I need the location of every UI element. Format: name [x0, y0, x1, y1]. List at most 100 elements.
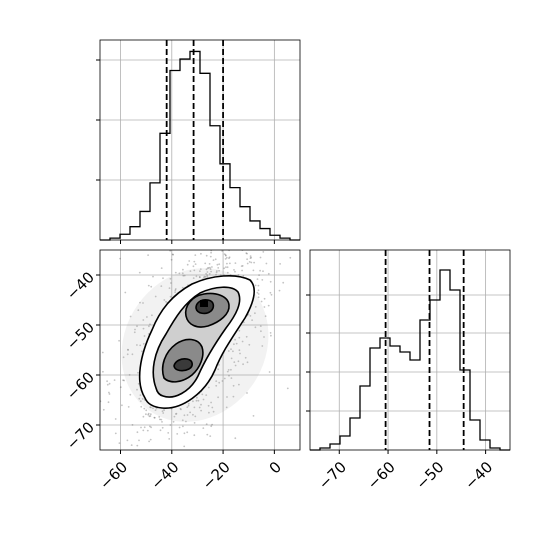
- scatter-point: [189, 411, 192, 414]
- scatter-point: [149, 413, 152, 416]
- scatter-point: [182, 246, 184, 248]
- scatter-point: [151, 314, 153, 317]
- scatter-point: [224, 258, 227, 260]
- scatter-point: [258, 241, 260, 243]
- scatter-point: [141, 398, 144, 400]
- scatter-point: [183, 432, 186, 435]
- scatter-point: [214, 243, 216, 245]
- top-hist-steps: [100, 50, 300, 241]
- scatter-point: [234, 270, 236, 273]
- scatter-point: [149, 406, 152, 408]
- scatter-point: [58, 379, 60, 381]
- scatter-point: [241, 340, 244, 343]
- scatter-point: [249, 315, 252, 317]
- scatter-point: [270, 293, 273, 296]
- scatter-point: [192, 413, 194, 416]
- scatter-point: [215, 380, 218, 382]
- scatter-point: [133, 331, 136, 334]
- scatter-point: [143, 426, 146, 429]
- scatter-point: [206, 271, 209, 273]
- x-tick-label: −20: [199, 458, 234, 493]
- scatter-point: [142, 415, 145, 418]
- mode-marker: [200, 300, 208, 307]
- scatter-point: [149, 323, 151, 326]
- scatter-point: [217, 241, 219, 243]
- scatter-point: [114, 432, 117, 435]
- scatter-point: [181, 419, 184, 422]
- scatter-point: [148, 415, 151, 418]
- scatter-point: [233, 361, 236, 363]
- right-hist-background: [310, 250, 510, 450]
- scatter-point: [257, 284, 260, 287]
- scatter-point: [225, 256, 228, 259]
- scatter-point: [256, 291, 259, 294]
- scatter-point: [218, 241, 220, 243]
- scatter-point: [107, 401, 110, 404]
- scatter-point: [267, 304, 270, 307]
- scatter-point: [241, 269, 244, 272]
- scatter-point: [182, 268, 184, 271]
- scatter-point: [253, 261, 256, 264]
- scatter-point: [229, 262, 231, 265]
- scatter-point: [261, 246, 263, 248]
- scatter-point: [106, 380, 108, 383]
- scatter-point: [246, 392, 248, 394]
- scatter-point: [247, 242, 249, 244]
- scatter-point: [207, 248, 209, 250]
- scatter-point: [143, 407, 146, 410]
- scatter-point: [160, 285, 163, 287]
- scatter-point: [209, 266, 211, 269]
- scatter-point: [237, 274, 240, 276]
- scatter-point: [137, 382, 140, 385]
- top-hist-quantiles: [165, 40, 224, 240]
- scatter-point: [128, 374, 131, 376]
- scatter-point: [149, 425, 151, 428]
- scatter-point: [167, 432, 170, 434]
- scatter-point: [202, 427, 205, 429]
- scatter-point: [206, 241, 208, 243]
- scatter-point: [217, 267, 220, 269]
- scatter-point: [145, 413, 147, 416]
- density-border: [99, 249, 301, 451]
- scatter-point: [251, 319, 254, 321]
- scatter-point: [191, 242, 193, 244]
- scatter-point: [178, 426, 181, 429]
- scatter-point: [118, 339, 120, 342]
- scatter-point: [246, 258, 249, 261]
- scatter-point: [126, 439, 129, 442]
- scatter-point: [138, 439, 140, 442]
- scatter-point: [225, 406, 228, 409]
- scatter-point: [246, 262, 249, 265]
- scatter-point: [212, 259, 215, 261]
- scatter-point: [250, 261, 253, 264]
- scatter-point: [158, 416, 161, 418]
- scatter-point: [174, 291, 177, 293]
- scatter-point: [218, 269, 221, 272]
- scatter-point: [139, 394, 142, 396]
- scatter-point: [139, 400, 142, 403]
- scatter-point: [197, 399, 200, 402]
- scatter-point: [215, 384, 218, 387]
- scatter-point: [204, 262, 207, 265]
- scatter-point: [257, 289, 260, 292]
- scatter-point: [187, 404, 190, 407]
- scatter-point: [149, 415, 152, 417]
- scatter-point: [225, 254, 227, 257]
- scatter-point: [256, 278, 259, 280]
- scatter-point: [204, 276, 207, 278]
- scatter-point: [218, 245, 220, 247]
- scatter-point: [233, 343, 235, 346]
- scatter-point: [228, 257, 230, 260]
- scatter-point: [195, 275, 198, 278]
- scatter-point: [162, 412, 165, 414]
- scatter-point: [163, 299, 166, 301]
- scatter-point: [146, 429, 149, 432]
- scatter-point: [119, 386, 122, 389]
- scatter-point: [207, 386, 210, 389]
- scatter-point: [223, 253, 226, 256]
- scatter-point: [252, 269, 255, 272]
- scatter-point: [235, 342, 238, 345]
- scatter-point: [114, 418, 117, 420]
- scatter-point: [245, 335, 248, 338]
